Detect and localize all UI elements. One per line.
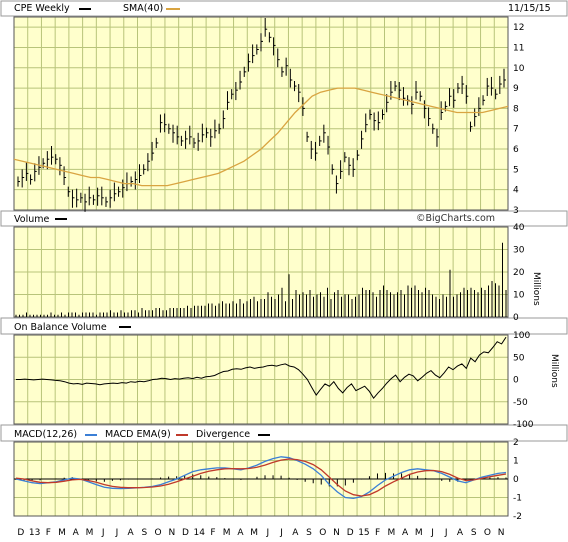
x-tick-label: 15 [358, 528, 369, 538]
x-tick-label: M [223, 528, 231, 538]
x-tick-label: S [142, 528, 148, 538]
y-tick-label: 50 [513, 353, 525, 363]
x-tick-label: J [444, 528, 448, 538]
x-tick-label: A [237, 528, 244, 538]
x-tick-label: D [182, 528, 189, 538]
x-tick-label: M [387, 528, 395, 538]
macd-panel: -2 -1 0 1 2 [13, 438, 522, 522]
watermark: ©BigCharts.com [416, 213, 496, 224]
y-tick-label: 0 [513, 313, 519, 323]
x-tick-label: A [73, 528, 80, 538]
obv-panel: -100 -50 0 50 100 [13, 331, 534, 430]
divergence-label: Divergence [196, 429, 251, 440]
x-tick-label: J [115, 528, 119, 538]
x-tick-label: A [457, 528, 464, 538]
macd-line [15, 456, 507, 500]
x-tick-label: 14 [194, 528, 206, 538]
plot-frame [13, 16, 509, 211]
x-tick-label: M [58, 528, 66, 538]
header-strip-1 [0, 210, 568, 227]
x-tick-label: N [333, 528, 340, 538]
x-tick-label: J [266, 528, 270, 538]
y-tick-label: 2 [513, 438, 519, 448]
x-tick-label: J [430, 528, 434, 538]
y-tick-label: 9 [513, 84, 519, 94]
x-tick-label: O [319, 528, 326, 538]
x-axis: D 13 F M A M J J A S O N D 14 F M A M J J A S O N D 15 F M A M J J A S O N [17, 528, 504, 538]
obv-unit: Millions [549, 354, 559, 388]
x-tick-label: M [86, 528, 94, 538]
x-tick-label: D [347, 528, 354, 538]
x-tick-label: O [155, 528, 162, 538]
x-tick-label: S [471, 528, 477, 538]
x-tick-label: 13 [29, 528, 40, 538]
volume-label: Volume [14, 214, 50, 225]
y-tick-label: -2 [513, 512, 522, 522]
x-tick-label: M [415, 528, 423, 538]
panel-headers [0, 0, 568, 442]
macd-ema-line [15, 458, 507, 497]
volume-panel: 0 10 20 30 40 [13, 223, 525, 323]
x-tick-label: J [101, 528, 105, 538]
y-tick-label: 30 [513, 246, 525, 256]
y-tick-label: 20 [513, 268, 525, 278]
x-tick-label: A [292, 528, 299, 538]
y-tick-label: 11 [513, 43, 524, 53]
price-panel: 3 4 5 6 7 8 9 10 11 12 [13, 16, 525, 216]
x-tick-label: A [402, 528, 409, 538]
x-tick-label: O [484, 528, 491, 538]
y-tick-label: -100 [513, 420, 534, 430]
y-tick-label: 10 [513, 64, 525, 74]
chart-date: 11/15/15 [508, 3, 551, 14]
x-tick-label: F [210, 528, 215, 538]
y-tick-label: 6 [513, 145, 519, 155]
x-tick-label: J [279, 528, 283, 538]
y-tick-label: 4 [513, 186, 519, 196]
volume-unit: Millions [531, 272, 541, 306]
y-tick-label: 0 [513, 376, 519, 386]
plot-frame [13, 334, 509, 425]
y-tick-label: 8 [513, 104, 519, 114]
y-tick-label: 1 [513, 457, 519, 467]
x-tick-label: M [250, 528, 258, 538]
x-tick-label: F [46, 528, 51, 538]
y-tick-label: 5 [513, 165, 519, 175]
x-tick-label: A [128, 528, 135, 538]
y-tick-label: 10 [513, 291, 525, 301]
x-tick-label: N [498, 528, 505, 538]
obv-line [16, 336, 507, 400]
x-tick-label: D [17, 528, 24, 538]
y-tick-label: 0 [513, 475, 519, 485]
obv-label: On Balance Volume [14, 322, 107, 333]
y-tick-label: 7 [513, 125, 519, 135]
y-tick-label: 3 [513, 206, 519, 216]
x-tick-label: F [375, 528, 380, 538]
x-tick-label: N [168, 528, 175, 538]
sma-line [13, 87, 509, 187]
y-tick-label: 40 [513, 223, 525, 233]
macd-label: MACD(12,26) [14, 429, 78, 440]
y-tick-label: -1 [513, 494, 522, 504]
y-tick-label: -50 [513, 398, 528, 408]
symbol-label: CPE Weekly [14, 3, 70, 14]
sma-label: SMA(40) [123, 3, 164, 14]
macd-ema-label: MACD EMA(9) [105, 429, 171, 440]
y-tick-label: 12 [513, 23, 524, 33]
x-tick-label: S [306, 528, 312, 538]
header-strip-0 [0, 0, 568, 17]
y-tick-label: 100 [513, 331, 530, 341]
header-strip-2 [0, 317, 568, 335]
header-strip-3 [0, 424, 568, 442]
